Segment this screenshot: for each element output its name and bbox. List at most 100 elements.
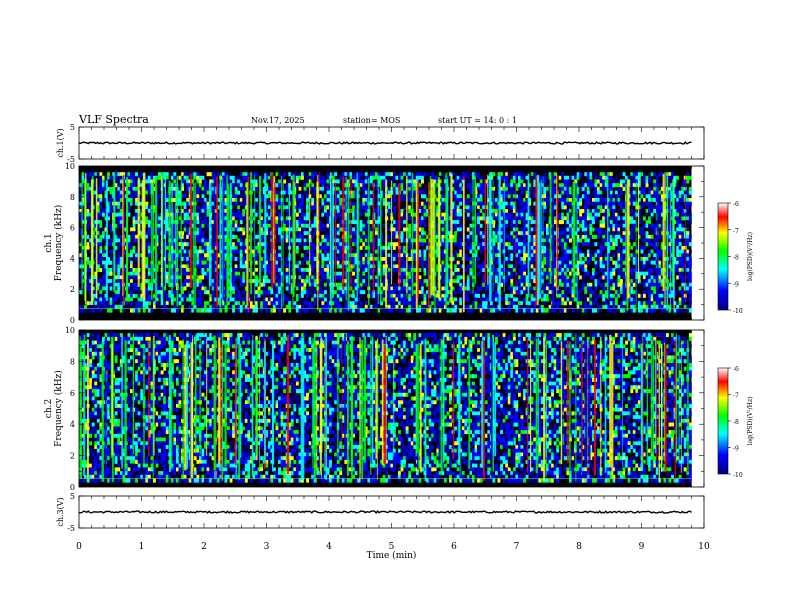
spectrogram-cell [147, 301, 151, 306]
spectrogram-cell [515, 308, 519, 313]
spectrogram-cell [165, 264, 169, 269]
spectrogram-cell [326, 301, 330, 306]
spectrogram-cell [109, 190, 113, 195]
spectrogram-cell [354, 282, 358, 287]
spectrogram-cell [114, 275, 118, 280]
spectrogram-cell [484, 279, 488, 284]
spectrogram-cell [321, 257, 325, 261]
spectrogram-cell [285, 220, 289, 225]
spectrogram-cell [341, 293, 345, 298]
spectrogram-cell [512, 297, 516, 302]
spectrogram-cell [364, 301, 368, 306]
spectrogram-cell [204, 198, 207, 202]
spectrogram-cell [326, 194, 330, 199]
spectrogram-cell [362, 268, 366, 272]
spectrogram-cell [89, 190, 93, 195]
spectrogram-cell [515, 264, 519, 269]
spectrogram-cell [290, 223, 294, 228]
spectrogram-cell [469, 231, 473, 236]
spectrogram-cell [377, 268, 381, 272]
spectrogram-cell [500, 282, 503, 287]
spectrogram-cell [290, 290, 294, 295]
spectrogram-cell [469, 260, 473, 265]
spectrogram-cell [242, 172, 246, 177]
spectrogram-cell [530, 205, 534, 210]
spectrogram-cell [331, 308, 335, 313]
spectrogram-cell [382, 201, 386, 206]
spectrogram-cell [173, 175, 177, 180]
spectrogram-cell [186, 227, 190, 232]
spectrogram-cell [252, 257, 256, 261]
spectrogram-cell [242, 201, 246, 206]
spectrogram-cell [219, 175, 223, 180]
spectrogram-cell [283, 260, 287, 265]
spectrogram-cell [89, 257, 93, 261]
figure-title: VLF Spectra [78, 113, 149, 126]
spectrogram-cell [303, 223, 307, 228]
spectrogram-cell [298, 282, 302, 287]
spectrogram-cell [224, 209, 228, 213]
spectrogram-cell [96, 257, 100, 261]
spectrogram-cell [369, 260, 373, 265]
spectrogram-cell [86, 205, 90, 210]
spectrogram-cell [336, 242, 340, 247]
spectrogram-cell [163, 286, 167, 291]
spectrogram-cell [492, 231, 496, 236]
spectrogram-cell [423, 194, 427, 199]
spectrogram-cell [329, 308, 332, 313]
spectrogram-cell [153, 286, 156, 291]
spectrogram-cell [132, 190, 136, 195]
spectrogram-cell [178, 190, 182, 195]
spectrogram-cell [94, 179, 98, 184]
spectrogram-cell [369, 275, 373, 280]
spectrogram-cell [474, 183, 478, 188]
spectrogram-cell [119, 297, 123, 302]
spectrogram-cell [186, 179, 190, 184]
spectrogram-cell [267, 227, 271, 232]
spectrogram-cell [464, 198, 468, 202]
spectrogram-cell [79, 253, 82, 258]
spectrogram-cell [173, 220, 177, 225]
spectrogram-cell [267, 186, 271, 191]
spectrogram-cell [127, 190, 131, 195]
spectrogram-cell [267, 198, 271, 202]
spectrogram-cell [387, 205, 391, 210]
spectrogram-cell [130, 282, 133, 287]
spectrogram-cell [400, 271, 404, 276]
spectrogram-cell [482, 194, 486, 199]
spectrogram-cell [165, 279, 169, 284]
spectrogram-cell [400, 308, 404, 313]
spectrogram-cell [403, 253, 406, 258]
spectrogram-cell [150, 175, 154, 180]
spectrogram-cell [81, 245, 85, 250]
spectrogram-cell [216, 186, 220, 191]
spectrogram-cell [132, 220, 136, 225]
spectrogram-cell [109, 297, 113, 302]
spectrogram-cell [79, 231, 82, 236]
spectrogram-cell [403, 249, 406, 254]
spectrogram-cell [132, 231, 136, 236]
spectrogram-cell [145, 198, 149, 202]
spectrogram-cell [221, 172, 225, 177]
spectrogram-cell [326, 205, 330, 210]
spectrogram-cell [301, 175, 304, 180]
spectrogram-cell [267, 201, 271, 206]
spectrogram-cell [359, 282, 363, 287]
spectrogram-cell [512, 238, 516, 243]
spectrogram-cell [99, 293, 103, 298]
spectrogram-cell [295, 183, 299, 188]
spectrogram-cell [232, 304, 235, 309]
spectrogram-cell [507, 216, 511, 221]
spectrogram-cell [79, 275, 82, 280]
spectrogram-cell [275, 268, 279, 272]
spectrogram-cell [293, 286, 297, 291]
spectrogram-cell [362, 249, 366, 254]
spectrogram-cell [313, 264, 317, 269]
spectrogram-cell [484, 286, 488, 291]
spectrogram-cell [290, 238, 294, 243]
spectrogram-cell [211, 297, 215, 302]
spectrogram-cell [280, 282, 284, 287]
spectrogram-cell [255, 212, 258, 217]
spectrogram-cell [99, 205, 103, 210]
spectrogram-cell [523, 186, 526, 191]
